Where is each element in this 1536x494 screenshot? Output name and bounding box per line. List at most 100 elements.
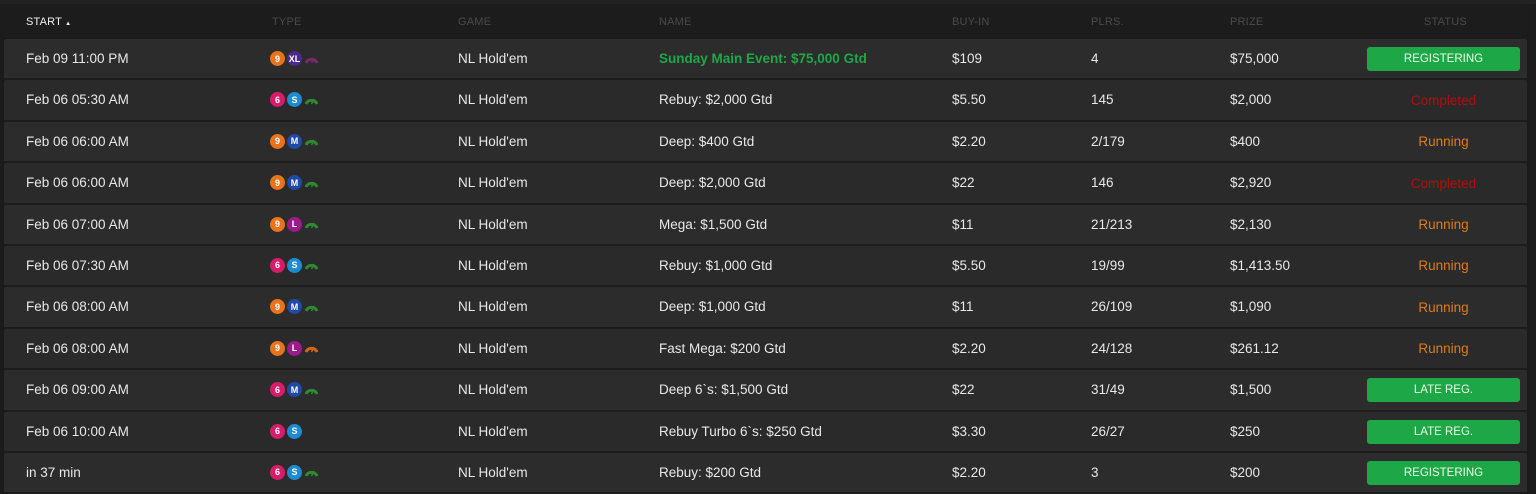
status-button[interactable]: REGISTERING xyxy=(1367,47,1520,71)
tournament-name[interactable]: Deep: $400 Gtd xyxy=(659,133,755,149)
speed-gauge-icon xyxy=(304,382,319,397)
type-badge-icon: S xyxy=(287,92,302,108)
status-text: Completed xyxy=(1410,92,1477,108)
tournament-name[interactable]: Mega: $1,500 Gtd xyxy=(659,216,768,232)
prize: $2,920 xyxy=(1230,175,1272,191)
start-time: Feb 09 11:00 PM xyxy=(26,51,129,66)
game-type: NL Hold'em xyxy=(458,92,528,108)
prize: $261.12 xyxy=(1230,340,1279,356)
type-badge-icon: 6 xyxy=(270,382,285,398)
speed-gauge-icon xyxy=(304,92,319,107)
column-header-game[interactable]: GAME xyxy=(458,16,492,28)
start-time: Feb 06 08:00 AM xyxy=(26,299,129,315)
buy-in: $109 xyxy=(952,51,983,66)
speed-gauge-icon xyxy=(304,175,319,190)
start-time: Feb 06 06:00 AM xyxy=(26,175,129,191)
prize: $200 xyxy=(1230,464,1261,480)
game-type: NL Hold'em xyxy=(458,175,528,191)
column-header-type[interactable]: TYPE xyxy=(272,16,302,28)
type-badge-icon: 6 xyxy=(270,423,285,439)
speed-gauge-icon xyxy=(304,134,319,149)
status-button[interactable]: REGISTERING xyxy=(1367,460,1520,485)
type-badge-icon: M xyxy=(287,175,302,191)
buy-in: $22 xyxy=(952,382,975,398)
tournament-name[interactable]: Rebuy Turbo 6`s: $250 Gtd xyxy=(659,423,822,439)
game-type: NL Hold'em xyxy=(458,464,528,480)
players: 19/99 xyxy=(1091,257,1125,273)
buy-in: $11 xyxy=(952,299,974,315)
type-badge-icon: L xyxy=(287,340,302,356)
status-text: Running xyxy=(1418,217,1469,233)
tournament-name[interactable]: Deep 6`s: $1,500 Gtd xyxy=(659,382,789,398)
prize: $1,500 xyxy=(1230,382,1272,398)
status-button[interactable]: LATE REG. xyxy=(1367,378,1520,403)
tournament-name[interactable]: Rebuy: $200 Gtd xyxy=(659,464,762,480)
game-type: NL Hold'em xyxy=(458,216,528,232)
tournament-name[interactable]: Deep: $1,000 Gtd xyxy=(659,299,766,315)
players: 21/213 xyxy=(1091,216,1133,232)
type-badge-icon: XL xyxy=(287,51,302,66)
column-header-buyin[interactable]: BUY-IN xyxy=(952,16,990,28)
speed-gauge-icon xyxy=(304,217,319,232)
prize: $1,090 xyxy=(1230,299,1272,315)
tournament-name[interactable]: Rebuy: $2,000 Gtd xyxy=(659,92,773,108)
players: 31/49 xyxy=(1091,382,1125,398)
table-row[interactable]: Feb 09 11:00 PM 9 XL NL Hold'em Sunday Ma… xyxy=(4,39,1527,81)
players: 145 xyxy=(1091,92,1114,108)
tournament-name[interactable]: Rebuy: $1,000 Gtd xyxy=(659,257,773,273)
type-badge-icon: M xyxy=(287,299,302,315)
column-header-status[interactable]: STATUS xyxy=(1424,16,1467,28)
type-badge-icon: S xyxy=(287,423,302,439)
buy-in: $2.20 xyxy=(952,133,986,149)
type-badge-icon: 9 xyxy=(270,51,285,66)
buy-in: $22 xyxy=(952,175,975,191)
players: 3 xyxy=(1091,464,1099,480)
tournament-name[interactable]: Deep: $2,000 Gtd xyxy=(659,175,766,191)
type-badge-icon: 9 xyxy=(270,299,285,315)
column-header-start[interactable]: START ▲ xyxy=(26,16,71,28)
game-type: NL Hold'em xyxy=(458,299,528,315)
type-badge-icon: S xyxy=(287,464,302,480)
speed-gauge-icon xyxy=(304,51,319,66)
status-text: Running xyxy=(1418,299,1469,315)
prize: $2,000 xyxy=(1230,92,1272,108)
column-header-prize[interactable]: PRIZE xyxy=(1230,16,1264,28)
prize: $2,130 xyxy=(1230,216,1272,232)
game-type: NL Hold'em xyxy=(458,133,528,149)
column-header-players[interactable]: PLRS. xyxy=(1091,16,1124,28)
start-time: Feb 06 05:30 AM xyxy=(26,92,129,108)
start-time: Feb 06 07:30 AM xyxy=(26,257,129,273)
status-text: Running xyxy=(1418,341,1469,357)
column-label: START xyxy=(26,16,62,28)
status-button[interactable]: LATE REG. xyxy=(1367,419,1520,444)
prize: $75,000 xyxy=(1230,51,1279,66)
tournament-name[interactable]: Sunday Main Event: $75,000 Gtd xyxy=(659,51,867,66)
buy-in: $3.30 xyxy=(952,423,986,439)
tournament-name[interactable]: Fast Mega: $200 Gtd xyxy=(659,340,786,356)
start-time: in 37 min xyxy=(26,464,81,480)
game-type: NL Hold'em xyxy=(458,51,528,66)
game-type: NL Hold'em xyxy=(458,257,528,273)
type-badge-icon: M xyxy=(287,133,302,149)
table-header: START ▲ TYPE GAME NAME BUY-IN PLRS. PRIZ… xyxy=(0,4,1527,39)
column-header-name[interactable]: NAME xyxy=(659,16,692,28)
scrollbar[interactable] xyxy=(1527,4,1536,478)
